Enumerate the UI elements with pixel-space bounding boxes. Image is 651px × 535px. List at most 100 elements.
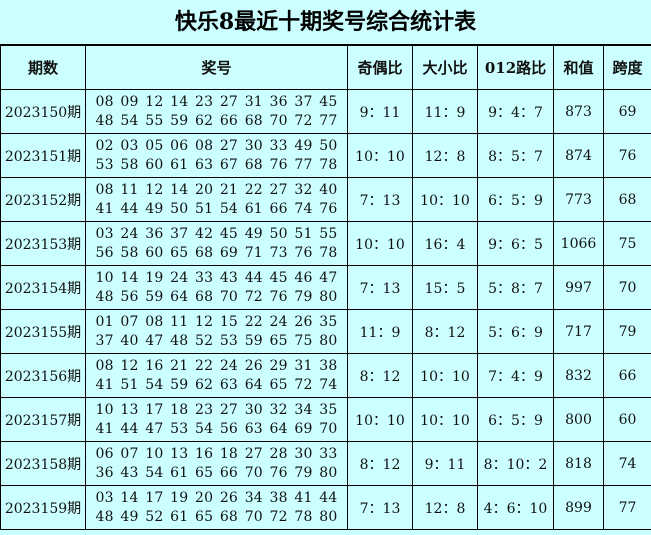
- header-span: 跨度: [603, 45, 651, 90]
- numbers-line-1: 02 03 05 06 08 27 30 33 49 50: [95, 137, 338, 154]
- period-cell: 2023157期: [0, 397, 86, 442]
- period-cell: 2023151期: [0, 133, 86, 178]
- table-row: 2023152期 08 11 12 14 20 21 22 27 32 40 41…: [0, 177, 651, 222]
- numbers-line-1: 03 24 36 37 42 45 49 50 51 55: [95, 225, 338, 242]
- numbers-line-1: 03 14 17 19 20 26 34 38 41 44: [95, 489, 338, 506]
- numbers-line-2: 48 54 55 59 62 66 68 70 72 77: [95, 112, 338, 129]
- span-cell: 75: [603, 221, 651, 266]
- numbers-line-1: 06 07 10 13 16 18 27 28 30 33: [95, 445, 338, 462]
- big-small-cell: 10：10: [412, 397, 478, 442]
- odd-even-cell: 10：10: [347, 221, 413, 266]
- span-cell: 79: [603, 309, 651, 354]
- period-cell: 2023153期: [0, 221, 86, 266]
- numbers-cell: 03 14 17 19 20 26 34 38 41 44 48 49 52 61…: [85, 485, 348, 530]
- table-row: 2023157期 10 13 17 18 23 27 30 32 34 35 41…: [0, 397, 651, 442]
- numbers-line-2: 41 44 49 50 51 54 61 66 74 76: [95, 200, 338, 217]
- big-small-cell: 12：8: [412, 133, 478, 178]
- odd-even-cell: 11：9: [347, 309, 413, 354]
- span-cell: 60: [603, 397, 651, 442]
- span-cell: 66: [603, 353, 651, 398]
- numbers-cell: 08 09 12 14 23 27 31 36 37 45 48 54 55 59…: [85, 89, 348, 134]
- period-cell: 2023154期: [0, 265, 86, 310]
- sum-cell: 997: [553, 265, 604, 310]
- sum-cell: 873: [553, 89, 604, 134]
- numbers-line-1: 08 11 12 14 20 21 22 27 32 40: [95, 181, 338, 198]
- numbers-cell: 03 24 36 37 42 45 49 50 51 55 56 58 60 65…: [85, 221, 348, 266]
- stats-table: 期数 奖号 奇偶比 大小比 012路比 和值 跨度 2023150期 08 09…: [0, 45, 651, 530]
- page-title: 快乐8最近十期奖号综合统计表: [0, 0, 651, 45]
- numbers-line-1: 10 13 17 18 23 27 30 32 34 35: [95, 401, 338, 418]
- sum-cell: 800: [553, 397, 604, 442]
- big-small-cell: 16：4: [412, 221, 478, 266]
- odd-even-cell: 10：10: [347, 133, 413, 178]
- table-row: 2023158期 06 07 10 13 16 18 27 28 30 33 36…: [0, 441, 651, 486]
- sum-cell: 1066: [553, 221, 604, 266]
- numbers-cell: 08 11 12 14 20 21 22 27 32 40 41 44 49 50…: [85, 177, 348, 222]
- odd-even-cell: 7：13: [347, 177, 413, 222]
- big-small-cell: 11：9: [412, 89, 478, 134]
- numbers-line-1: 08 12 16 21 22 24 26 29 31 38: [95, 357, 338, 374]
- numbers-line-1: 01 07 08 11 12 15 22 24 26 35: [95, 313, 338, 330]
- odd-even-cell: 8：12: [347, 441, 413, 486]
- route-012-cell: 7：4：9: [477, 353, 554, 398]
- route-012-cell: 8：5：7: [477, 133, 554, 178]
- period-cell: 2023152期: [0, 177, 86, 222]
- big-small-cell: 8：12: [412, 309, 478, 354]
- period-cell: 2023158期: [0, 441, 86, 486]
- sum-cell: 874: [553, 133, 604, 178]
- period-cell: 2023150期: [0, 89, 86, 134]
- span-cell: 77: [603, 485, 651, 530]
- numbers-line-2: 37 40 47 48 52 53 59 65 75 80: [95, 332, 338, 349]
- route-012-cell: 5：8：7: [477, 265, 554, 310]
- table-row: 2023155期 01 07 08 11 12 15 22 24 26 35 37…: [0, 309, 651, 354]
- sum-cell: 773: [553, 177, 604, 222]
- odd-even-cell: 8：12: [347, 353, 413, 398]
- span-cell: 74: [603, 441, 651, 486]
- sum-cell: 899: [553, 485, 604, 530]
- table-row: 2023151期 02 03 05 06 08 27 30 33 49 50 53…: [0, 133, 651, 178]
- big-small-cell: 9：11: [412, 441, 478, 486]
- numbers-line-2: 56 58 60 65 68 69 71 73 76 78: [95, 244, 338, 261]
- sum-cell: 832: [553, 353, 604, 398]
- header-numbers: 奖号: [85, 45, 348, 90]
- big-small-cell: 10：10: [412, 353, 478, 398]
- table-row: 2023159期 03 14 17 19 20 26 34 38 41 44 48…: [0, 485, 651, 530]
- header-big-small: 大小比: [412, 45, 478, 90]
- odd-even-cell: 10：10: [347, 397, 413, 442]
- big-small-cell: 10：10: [412, 177, 478, 222]
- numbers-line-2: 41 51 54 59 62 63 64 65 72 74: [95, 376, 338, 393]
- period-cell: 2023159期: [0, 485, 86, 530]
- numbers-cell: 08 12 16 21 22 24 26 29 31 38 41 51 54 59…: [85, 353, 348, 398]
- numbers-line-2: 41 44 47 53 54 56 63 64 69 70: [95, 420, 338, 437]
- route-012-cell: 6：5：9: [477, 397, 554, 442]
- header-sum: 和值: [553, 45, 604, 90]
- route-012-cell: 6：5：9: [477, 177, 554, 222]
- numbers-line-1: 08 09 12 14 23 27 31 36 37 45: [95, 93, 338, 110]
- period-cell: 2023155期: [0, 309, 86, 354]
- header-period: 期数: [0, 45, 86, 90]
- numbers-cell: 01 07 08 11 12 15 22 24 26 35 37 40 47 48…: [85, 309, 348, 354]
- table-row: 2023156期 08 12 16 21 22 24 26 29 31 38 41…: [0, 353, 651, 398]
- sum-cell: 818: [553, 441, 604, 486]
- span-cell: 70: [603, 265, 651, 310]
- period-cell: 2023156期: [0, 353, 86, 398]
- span-cell: 68: [603, 177, 651, 222]
- big-small-cell: 15：5: [412, 265, 478, 310]
- route-012-cell: 9：4：7: [477, 89, 554, 134]
- route-012-cell: 8：10：2: [477, 441, 554, 486]
- numbers-line-2: 36 43 54 61 65 66 70 76 79 80: [95, 464, 338, 481]
- numbers-line-2: 48 56 59 64 68 70 72 76 79 80: [95, 288, 338, 305]
- numbers-line-2: 53 58 60 61 63 67 68 76 77 78: [95, 156, 338, 173]
- numbers-cell: 06 07 10 13 16 18 27 28 30 33 36 43 54 61…: [85, 441, 348, 486]
- header-012: 012路比: [477, 45, 554, 90]
- route-012-cell: 4：6：10: [477, 485, 554, 530]
- table-row: 2023153期 03 24 36 37 42 45 49 50 51 55 56…: [0, 221, 651, 266]
- header-row: 期数 奖号 奇偶比 大小比 012路比 和值 跨度: [0, 45, 651, 90]
- span-cell: 69: [603, 89, 651, 134]
- odd-even-cell: 7：13: [347, 485, 413, 530]
- numbers-cell: 10 13 17 18 23 27 30 32 34 35 41 44 47 53…: [85, 397, 348, 442]
- route-012-cell: 9：6：5: [477, 221, 554, 266]
- big-small-cell: 12：8: [412, 485, 478, 530]
- numbers-line-1: 10 14 19 24 33 43 44 45 46 47: [95, 269, 338, 286]
- table-row: 2023150期 08 09 12 14 23 27 31 36 37 45 48…: [0, 89, 651, 134]
